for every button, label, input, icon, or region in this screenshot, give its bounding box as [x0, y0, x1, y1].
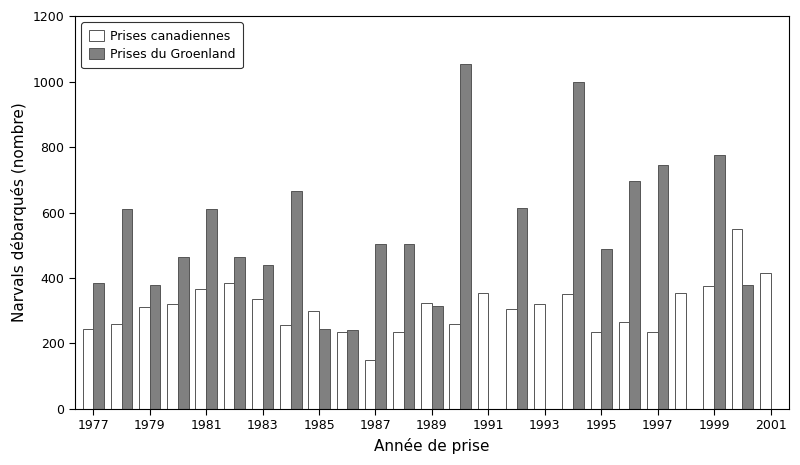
Bar: [375, 244, 386, 409]
Bar: [618, 322, 630, 409]
Bar: [714, 155, 725, 409]
Bar: [122, 209, 132, 409]
Bar: [460, 64, 471, 409]
Bar: [82, 329, 94, 409]
Bar: [703, 286, 714, 409]
Bar: [590, 332, 602, 409]
Legend: Prises canadiennes, Prises du Groenland: Prises canadiennes, Prises du Groenland: [82, 22, 243, 68]
Bar: [178, 257, 189, 409]
Bar: [280, 326, 291, 409]
Bar: [534, 304, 545, 409]
Bar: [262, 265, 274, 409]
Bar: [675, 292, 686, 409]
Bar: [404, 244, 414, 409]
Bar: [573, 81, 584, 409]
Bar: [478, 292, 488, 409]
Bar: [506, 309, 517, 409]
Bar: [94, 283, 104, 409]
Bar: [742, 285, 753, 409]
Bar: [658, 165, 668, 409]
X-axis label: Année de prise: Année de prise: [374, 438, 490, 454]
Bar: [224, 283, 234, 409]
Bar: [150, 285, 161, 409]
Bar: [319, 329, 330, 409]
Bar: [422, 303, 432, 409]
Bar: [291, 191, 302, 409]
Bar: [760, 273, 770, 409]
Bar: [347, 330, 358, 409]
Bar: [732, 229, 742, 409]
Bar: [308, 311, 319, 409]
Bar: [139, 307, 150, 409]
Bar: [110, 324, 122, 409]
Bar: [432, 306, 442, 409]
Bar: [252, 299, 262, 409]
Bar: [206, 209, 217, 409]
Bar: [393, 332, 404, 409]
Bar: [602, 248, 612, 409]
Bar: [234, 257, 245, 409]
Bar: [630, 181, 640, 409]
Bar: [167, 304, 178, 409]
Bar: [337, 332, 347, 409]
Bar: [517, 207, 527, 409]
Bar: [195, 289, 206, 409]
Y-axis label: Narvals débarqués (nombre): Narvals débarqués (nombre): [11, 103, 27, 322]
Bar: [562, 294, 573, 409]
Bar: [365, 360, 375, 409]
Bar: [647, 332, 658, 409]
Bar: [450, 324, 460, 409]
